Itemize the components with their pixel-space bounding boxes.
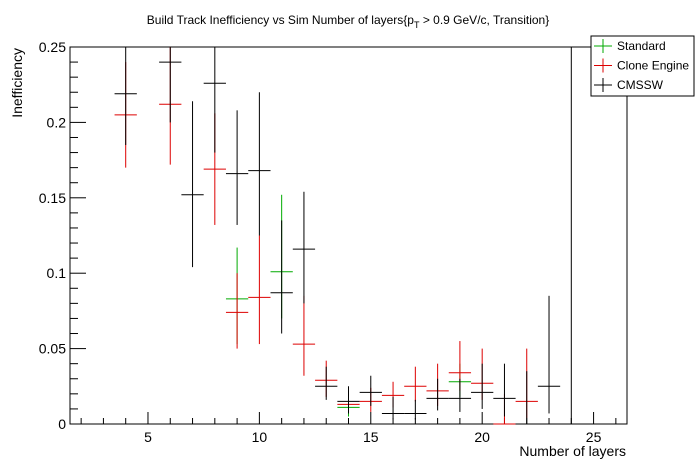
legend-entry: CMSSW bbox=[594, 78, 664, 92]
data-point bbox=[292, 295, 316, 376]
data-point bbox=[292, 191, 316, 304]
x-tick-label: 20 bbox=[474, 429, 490, 445]
data-point bbox=[114, 47, 137, 146]
data-point bbox=[248, 235, 271, 345]
series-cmssw bbox=[114, 46, 583, 425]
y-tick-label: 0.1 bbox=[47, 265, 67, 281]
data-point bbox=[270, 220, 293, 334]
legend-entry: Standard bbox=[594, 39, 666, 53]
x-tick-label: 25 bbox=[586, 429, 602, 445]
data-point bbox=[493, 363, 516, 417]
y-tick-label: 0.2 bbox=[47, 114, 67, 130]
data-point bbox=[381, 396, 405, 420]
data-point bbox=[359, 375, 382, 406]
legend-label: CMSSW bbox=[617, 78, 664, 92]
plot-frame bbox=[69, 46, 628, 425]
y-tick-label: 0.05 bbox=[39, 341, 66, 357]
x-tick-label: 15 bbox=[363, 429, 379, 445]
data-point bbox=[203, 47, 226, 153]
legend: Standard Clone Engine CMSSW bbox=[590, 35, 695, 97]
data-point bbox=[225, 110, 249, 225]
x-axis-label: Number of layers bbox=[519, 443, 626, 459]
legend-label: Standard bbox=[617, 39, 666, 53]
legend-entry: Clone Engine bbox=[594, 58, 689, 73]
chart-title: Build Track Inefficiency vs Sim Number o… bbox=[147, 13, 549, 30]
x-tick-label: 10 bbox=[252, 429, 268, 445]
data-point bbox=[448, 378, 472, 412]
legend-label: Clone Engine bbox=[617, 59, 689, 73]
data-point bbox=[404, 366, 427, 402]
plot-border bbox=[69, 46, 628, 425]
chart-title-main: Build Track Inefficiency vs Sim Number o… bbox=[147, 13, 415, 27]
y-tick-label: 0.15 bbox=[39, 190, 66, 206]
data-point bbox=[248, 92, 271, 236]
data-point bbox=[315, 366, 338, 400]
y-tick-label: 0.25 bbox=[39, 39, 66, 55]
y-axis-label: Inefficiency bbox=[9, 48, 25, 118]
y-tick-label: 0 bbox=[58, 416, 66, 432]
data-point bbox=[560, 46, 583, 424]
chart-title-rest: > 0.9 GeV/c, Transition} bbox=[419, 13, 549, 27]
x-tick-label: 5 bbox=[144, 429, 152, 445]
data-point bbox=[426, 378, 449, 411]
data-point bbox=[404, 399, 427, 420]
data-point bbox=[159, 47, 182, 123]
chart-title-subscript: T bbox=[414, 20, 420, 30]
data-point bbox=[537, 295, 561, 414]
data-point bbox=[515, 371, 538, 425]
data-points bbox=[114, 46, 583, 425]
series-standard bbox=[225, 194, 472, 417]
data-point bbox=[471, 363, 494, 409]
data-point bbox=[337, 386, 360, 414]
data-point bbox=[225, 273, 249, 349]
data-point bbox=[181, 101, 204, 268]
